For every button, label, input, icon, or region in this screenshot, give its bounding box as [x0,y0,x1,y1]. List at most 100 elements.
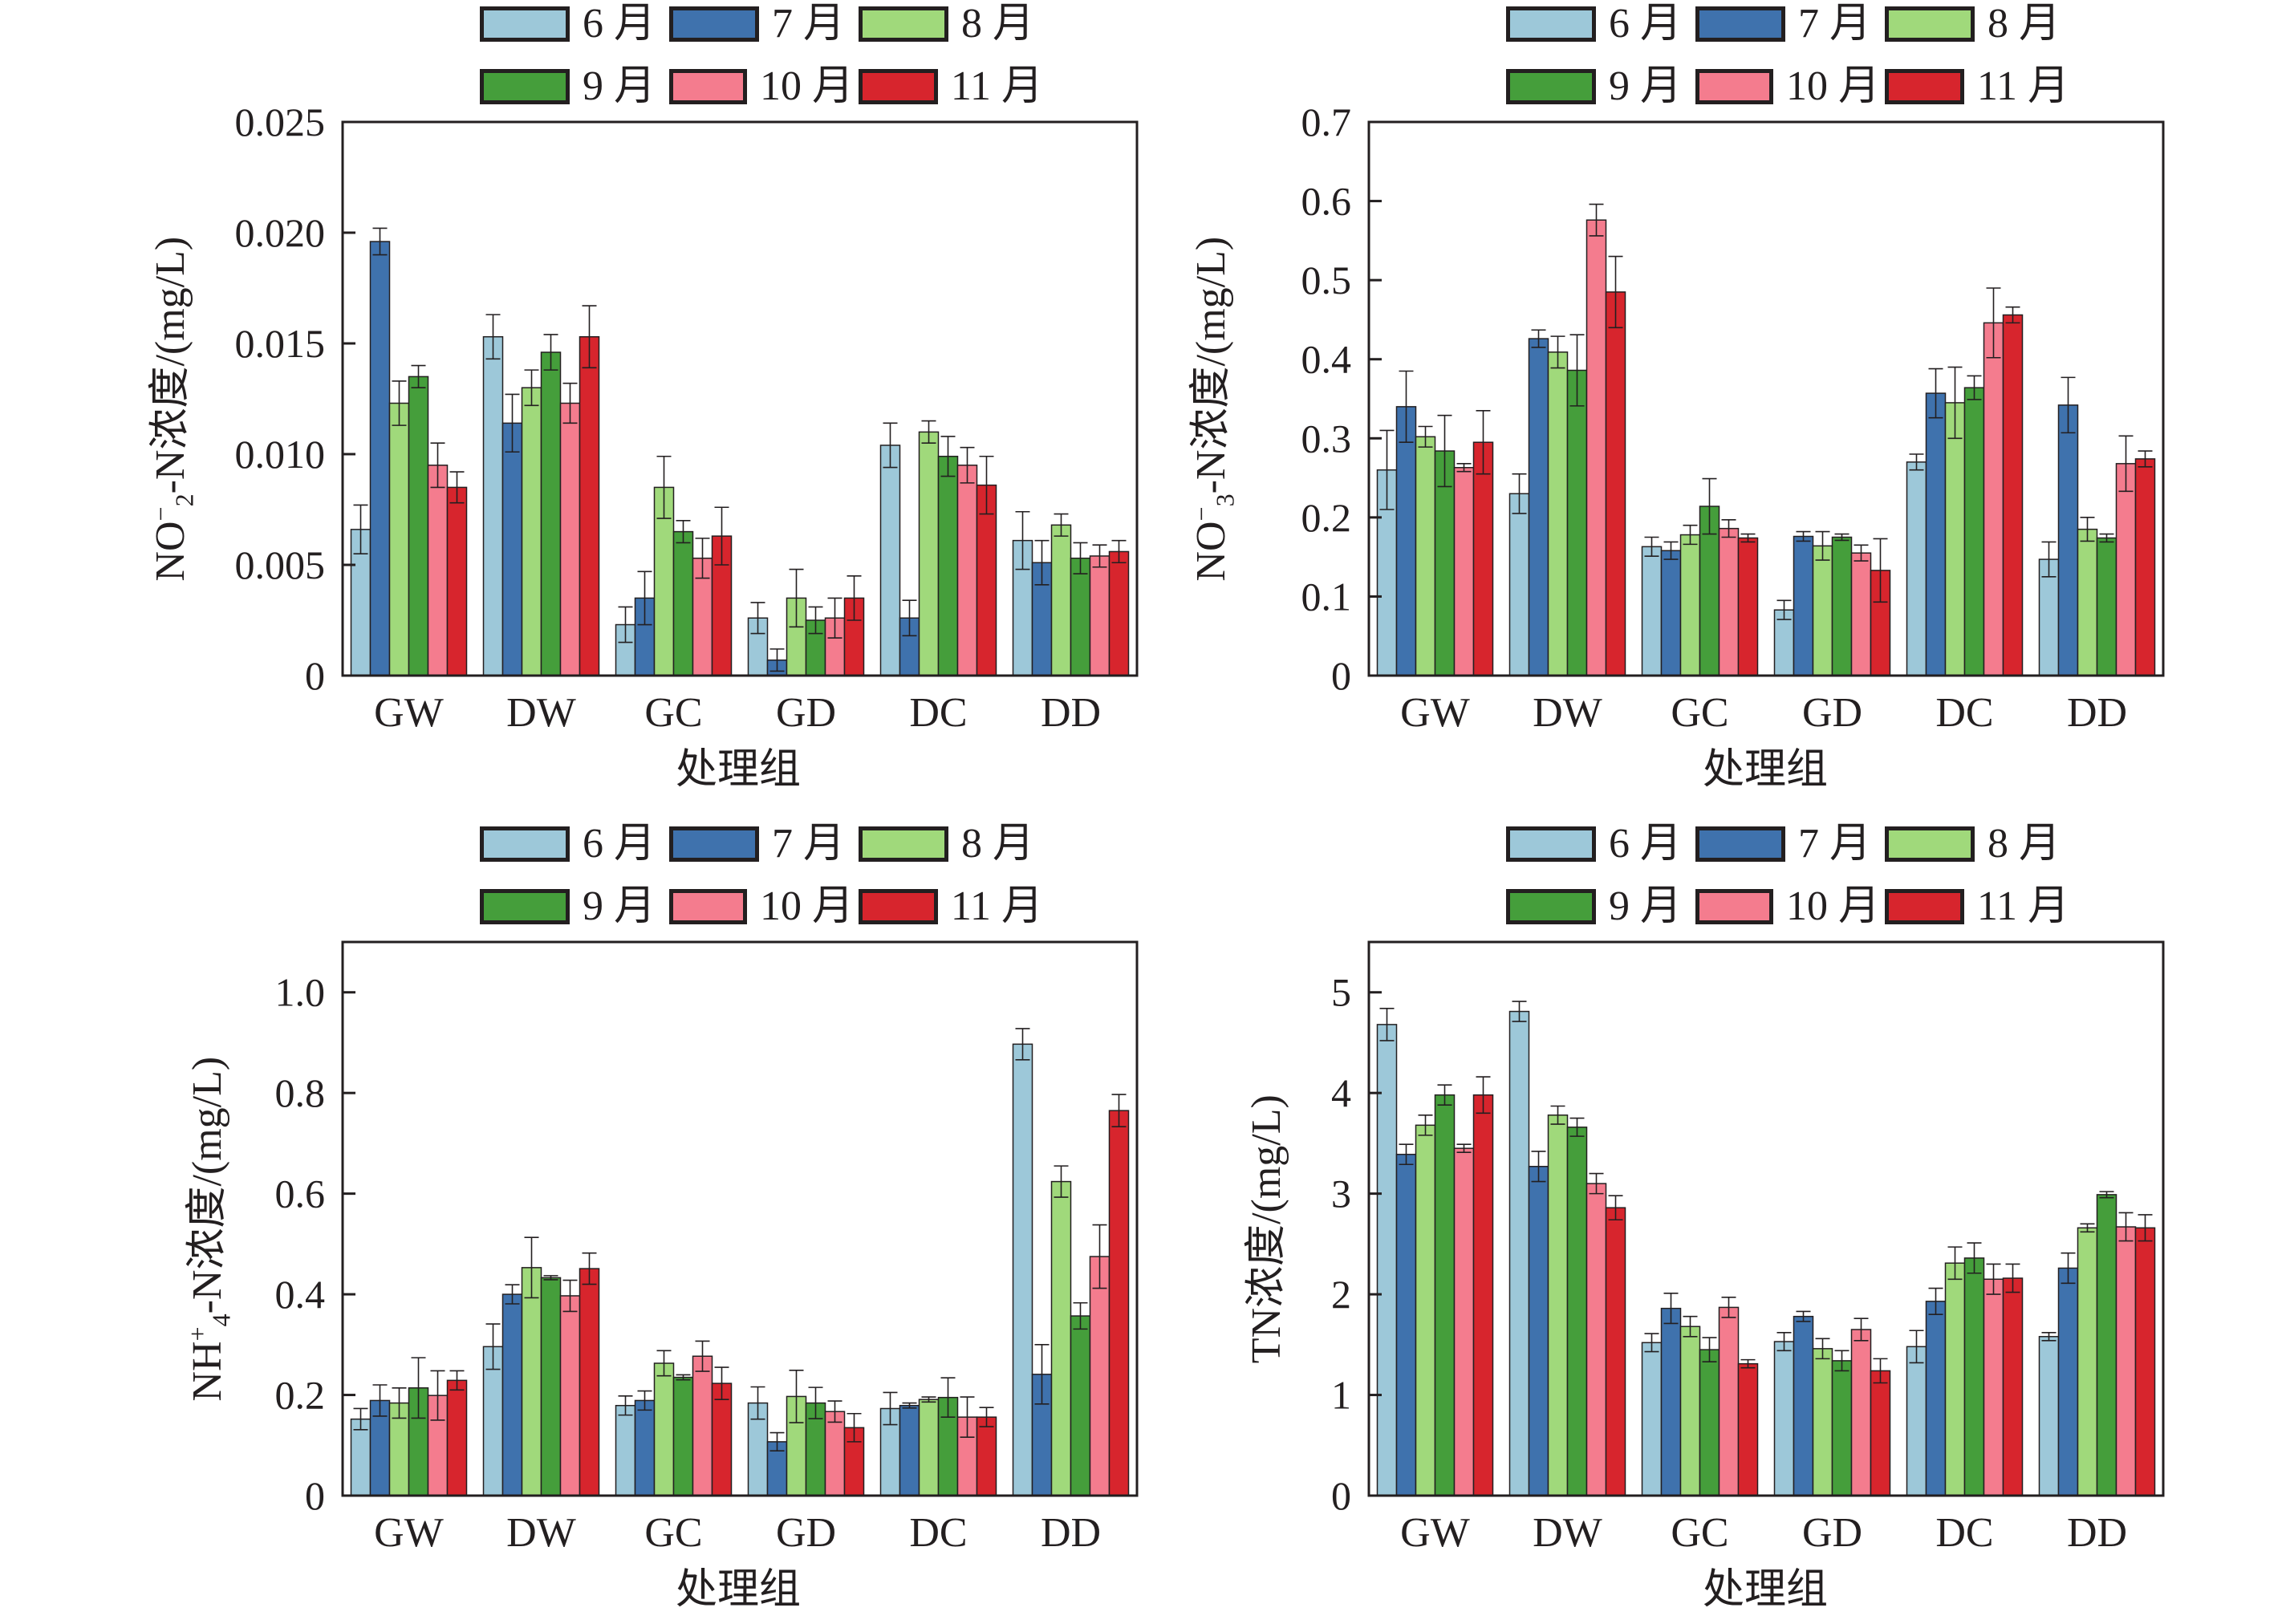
bar-GC-11 [711,1382,733,1496]
plot-frame [1367,940,2165,1497]
panel-tn: 6 月 7 月 8 月 9 月 10 月 11 月 0 1 2 3 4 5 GW DW GC GD… [1145,820,2290,1624]
bar-GW-10 [1453,1147,1475,1496]
legend-item: 9 月 [480,884,664,929]
legend-swatch-8 [1885,826,1975,862]
y-tick-label: 5 [1331,970,1351,1015]
legend-swatch-9 [1506,889,1596,924]
bar-GW-11 [446,1379,468,1496]
bar-DW-7 [501,1293,523,1496]
legend-label-6: 6 月 [1609,821,1683,867]
bar-DD-10 [2115,1226,2137,1496]
bar-DW-7 [501,422,523,676]
bar-DW-6 [482,335,504,676]
bar-GW-7 [1395,1153,1417,1496]
legend-item: 11 月 [859,64,1043,109]
bar-DD-7 [2057,1267,2079,1496]
bar-GW-8 [1415,1124,1436,1496]
legend-item: 7 月 [1695,822,1880,867]
bar-GC-6 [1641,546,1663,676]
bar-DW-9 [1566,1127,1588,1496]
bar-DW-9 [540,1277,562,1496]
bar-GW-7 [1395,406,1417,676]
y-tick-label: 0.1 [1301,574,1352,619]
ylabel-rest: -N浓度/(mg/L) [148,236,194,494]
bar-DD-11 [2134,458,2156,676]
legend-item: 6 月 [480,822,664,867]
x-tick-label-GW: GW [1400,690,1470,736]
legend-no3: 6 月 7 月 8 月 9 月 10 月 11 月 [1506,2,2069,109]
bar-DW-8 [1547,351,1569,676]
legend-item: 8 月 [859,822,1043,867]
bar-DW-11 [579,1268,600,1496]
ylabel-sub: 2 [169,493,199,507]
bar-GC-7 [634,1399,656,1496]
bar-GC-7 [1660,1307,1682,1496]
legend-item: 6 月 [480,2,664,47]
legend-tn: 6 月 7 月 8 月 9 月 10 月 11 月 [1506,822,2069,929]
legend-label-9: 9 月 [583,883,656,929]
bar-GW-11 [1472,441,1494,676]
bar-DW-8 [521,1267,542,1496]
y-tick-label: 0.005 [235,542,326,587]
legend-item: 8 月 [1885,2,2069,47]
bar-DD-11 [2134,1227,2156,1496]
bar-DD-8 [2077,528,2098,676]
y-tick-label: 0 [1331,653,1351,698]
bar-DW-9 [1566,369,1588,676]
x-tick-label-GW: GW [374,1510,444,1556]
x-tick-label-DD: DD [2067,1510,2127,1556]
y-tick-label: 0.010 [235,432,326,477]
bar-DW-6 [1508,493,1530,676]
bar-DC-8 [918,431,940,676]
bar-DC-6 [1906,461,1927,676]
legend-swatch-7 [669,826,759,862]
bar-GD-6 [1773,609,1795,676]
y-tick-label: 0.3 [1301,416,1352,461]
legend-swatch-8 [859,6,948,42]
bar-GC-6 [1641,1342,1663,1496]
bar-DW-10 [1586,1183,1607,1496]
ylabel-sub: 4 [206,1313,236,1327]
bar-GW-8 [1415,436,1436,676]
bar-DW-10 [1586,219,1607,676]
legend-swatch-11 [859,889,938,924]
bar-DC-9 [1963,387,1985,676]
x-tick-label-DC: DC [909,690,967,736]
legend-item: 10 月 [1695,64,1880,109]
y-tick-label: 0 [1331,1473,1351,1518]
legend-item: 10 月 [669,884,854,929]
bar-GW-6 [1376,1024,1398,1496]
y-tick-label: 0.6 [1301,179,1352,224]
x-tick-label-GC: GC [644,690,702,736]
y-axis-title-nh4: NH+4-N浓度/(mg/L) [173,1057,236,1402]
bar-GC-11 [1737,1362,1759,1496]
y-tick-label: 1.0 [275,970,326,1015]
bar-DD-9 [2096,537,2117,676]
x-tick-label-DC: DC [1935,690,1993,736]
legend-label-11: 11 月 [950,883,1043,929]
ylabel-rest: -N浓度/(mg/L) [185,1056,231,1314]
bar-DD-11 [1108,1110,1130,1496]
y-tick-label: 4 [1331,1070,1351,1115]
bar-GC-9 [672,1376,694,1496]
legend-swatch-8 [1885,6,1975,42]
x-axis-title-no3: 处理组 [1702,747,1828,793]
legend-label-6: 6 月 [583,821,656,867]
bar-GD-11 [1870,1370,1891,1496]
panel-nh4: 6 月 7 月 8 月 9 月 10 月 11 月 0 0.2 0.4 0.6 0.8 1… [0,820,1145,1624]
x-tick-label-DC: DC [1935,1510,1993,1556]
legend-item: 7 月 [1695,2,1880,47]
x-tick-label-DW: DW [1533,1510,1602,1556]
legend-swatch-8 [859,826,948,862]
legend-item: 11 月 [1885,884,2069,929]
legend-swatch-9 [1506,69,1596,104]
x-tick-label-DC: DC [909,1510,967,1556]
y-tick-label: 0.7 [1301,99,1352,144]
legend-item: 11 月 [1885,64,2069,109]
chart-no3: 0 0.1 0.2 0.3 0.4 0.5 0.6 0.7 GW DW GC GD DC DD [1301,99,2165,736]
legend-label-9: 9 月 [1609,63,1683,109]
legend-swatch-6 [1506,6,1596,42]
bar-DD-10 [1089,555,1110,676]
legend-label-8: 8 月 [1988,821,2061,867]
chart-tn: 0 1 2 3 4 5 GW DW GC GD DC DD [1331,940,2165,1556]
